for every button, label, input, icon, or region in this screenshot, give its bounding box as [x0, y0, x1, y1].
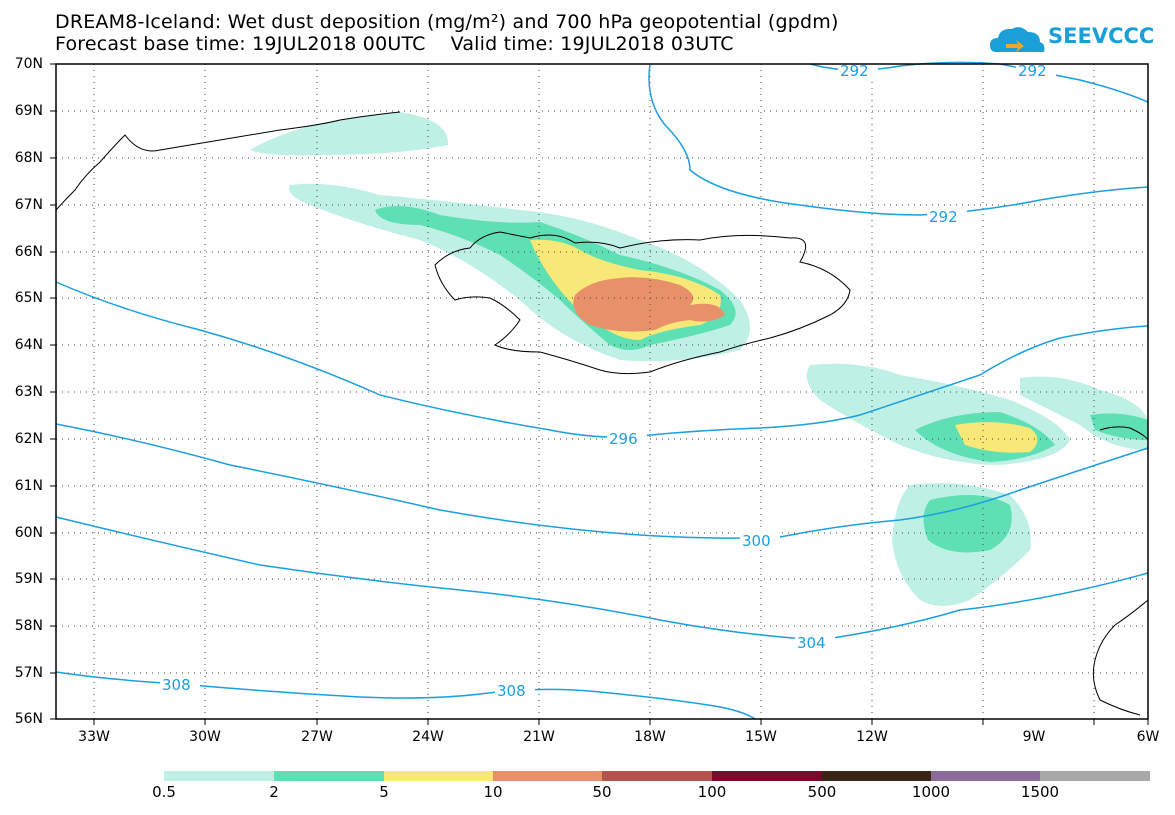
lon-label: 15W — [745, 729, 777, 745]
legend-label: 50 — [592, 783, 612, 801]
lat-label: 69N — [14, 103, 43, 119]
legend-swatch — [822, 771, 931, 781]
legend-swatch — [384, 771, 493, 781]
geopotential-contours — [55, 61, 1149, 720]
lat-label: 58N — [14, 618, 43, 634]
legend-label: 1000 — [911, 783, 951, 801]
legend-label: 100 — [697, 783, 727, 801]
lon-label: 27W — [301, 729, 333, 745]
coastlines — [55, 111, 1149, 716]
legend-label: 0.5 — [152, 783, 176, 801]
legend-label: 10 — [483, 783, 503, 801]
lat-label: 63N — [14, 384, 43, 400]
contour-304 — [55, 516, 1149, 641]
legend-swatch — [274, 771, 384, 781]
lat-label: 59N — [14, 571, 43, 587]
lat-label: 60N — [14, 525, 43, 541]
lon-label: 21W — [523, 729, 555, 745]
lon-label: 12W — [856, 729, 888, 745]
legend-swatch — [712, 771, 822, 781]
legend-swatch — [602, 771, 712, 781]
lat-label: 67N — [14, 197, 43, 213]
dust-deposition-shading — [250, 112, 1148, 606]
lat-label: 66N — [14, 244, 43, 260]
greenland-coast — [55, 111, 401, 211]
lat-label: 70N — [14, 56, 43, 72]
lat-label: 61N — [14, 478, 43, 494]
lat-label: 62N — [14, 431, 43, 447]
lon-label: 9W — [1022, 729, 1046, 745]
lat-label: 64N — [14, 337, 43, 353]
norway-coast — [1092, 599, 1149, 716]
cloud-logo-icon — [990, 27, 1045, 52]
dust-area-light — [250, 112, 449, 156]
lat-label: 57N — [14, 665, 43, 681]
legend-label: 5 — [379, 783, 389, 801]
legend-swatch — [493, 771, 602, 781]
graticule — [56, 64, 1148, 719]
legend-label: 2 — [269, 783, 279, 801]
lon-label: 30W — [189, 729, 221, 745]
legend-swatch — [931, 771, 1040, 781]
legend-label: 1500 — [1020, 783, 1060, 801]
legend-swatch — [1040, 771, 1150, 781]
chart-subtitle: Forecast base time: 19JUL2018 00UTC Vali… — [55, 33, 734, 55]
contour-296 — [55, 281, 1149, 438]
chart-title: DREAM8-Iceland: Wet dust deposition (mg/… — [55, 11, 839, 33]
contour-label: 292 — [1018, 62, 1047, 80]
contour-label: 292 — [929, 208, 958, 226]
dust-area-orange — [573, 277, 725, 332]
contour-300 — [55, 423, 1149, 539]
contour-label: 300 — [742, 532, 771, 550]
axis-ticks — [50, 63, 1149, 725]
contour-label: 308 — [497, 682, 526, 700]
lon-label: 6W — [1136, 729, 1160, 745]
dust-area-medium — [923, 495, 1012, 553]
dust-area-yellow — [955, 422, 1038, 453]
contour-label-group: 292 292 292 296 300 304 308 308 — [160, 62, 1056, 700]
iceland-coast — [434, 231, 851, 375]
legend-label: 500 — [807, 783, 837, 801]
legend-colorbar — [164, 771, 1150, 781]
contour-label: 308 — [162, 676, 191, 694]
faroe-coast — [1099, 426, 1149, 441]
contour-label: 292 — [840, 62, 869, 80]
lon-label: 33W — [78, 729, 110, 745]
lon-label: 24W — [412, 729, 444, 745]
legend-swatch — [164, 771, 274, 781]
contour-292-b — [648, 63, 1149, 216]
logo-text: SEEVCCC — [1048, 24, 1155, 48]
contour-label: 296 — [609, 430, 638, 448]
lat-label: 56N — [14, 711, 43, 727]
lat-label: 65N — [14, 290, 43, 306]
contour-label: 304 — [797, 634, 826, 652]
lon-label: 18W — [634, 729, 666, 745]
lat-label: 68N — [14, 150, 43, 166]
